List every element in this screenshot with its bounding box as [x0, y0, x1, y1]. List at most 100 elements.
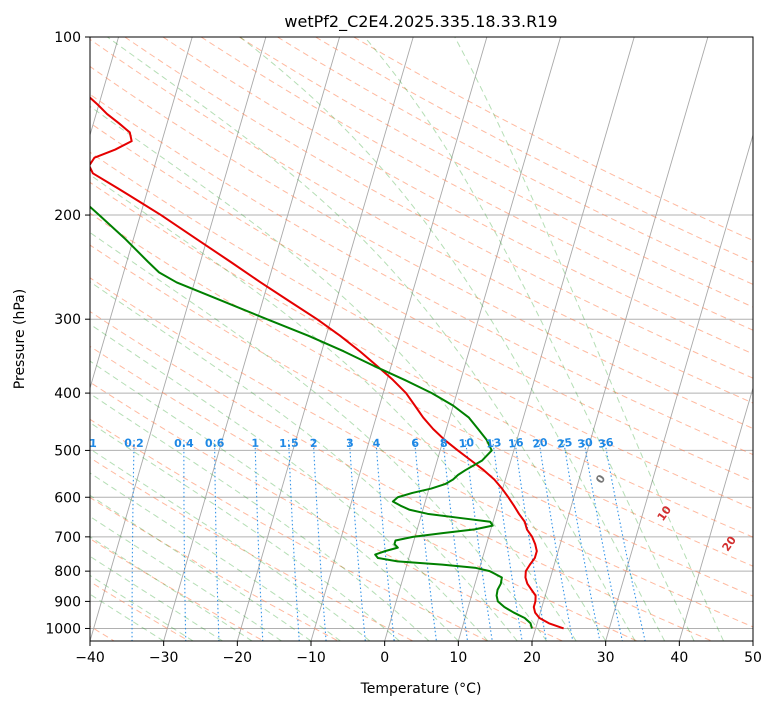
- x-tick-label: 30: [597, 650, 615, 666]
- y-tick-label: 700: [54, 530, 81, 546]
- dry-adiabat-line: [90, 122, 753, 482]
- mixing-ratio-label: 2: [310, 437, 318, 450]
- moist-adiabat-line: [90, 105, 607, 641]
- dry-adiabat-line: [90, 457, 414, 641]
- moist-adiabat-line: [90, 281, 518, 641]
- x-axis-ticks: −40 −30 −20 −10 0 10 20 30 40 50: [75, 641, 762, 666]
- x-tick-label: 20: [523, 650, 541, 666]
- mixing-ratio-label: 20: [532, 436, 549, 451]
- mixing-ratio-label: 30: [577, 436, 594, 451]
- mixing-ratio-line: [288, 439, 300, 641]
- mixing-ratio-label: 1.5: [279, 436, 299, 450]
- x-tick-label: 10: [449, 650, 467, 666]
- y-tick-label: 800: [54, 564, 81, 580]
- mixing-ratio-line: [131, 439, 135, 641]
- mixing-ratio-lines: [131, 439, 646, 641]
- isotherm-line: [236, 37, 414, 641]
- mixing-ratio-label: 6: [411, 437, 420, 451]
- moist-adiabat-line: [90, 360, 459, 641]
- x-tick-label: −30: [149, 650, 179, 666]
- y-tick-label: 100: [54, 30, 81, 46]
- x-tick-label: 0: [380, 650, 389, 666]
- moist-adiabat-line: [90, 555, 223, 641]
- mixing-ratio-line: [413, 439, 437, 641]
- mixing-ratio-line: [442, 439, 469, 641]
- dry-adiabat-line: [277, 37, 753, 285]
- dry-adiabat-line: [90, 244, 753, 597]
- mixing-ratio-line: [492, 439, 523, 641]
- dry-adiabat-line: [90, 381, 563, 641]
- mixing-ratio-line: [214, 439, 220, 641]
- moist-adiabat-line: [90, 422, 400, 641]
- mixing-ratio-line: [464, 439, 493, 641]
- mixing-ratio-label: 1: [251, 437, 259, 450]
- dewpoint-profile: [90, 205, 533, 629]
- mixing-ratio-label: 16: [507, 436, 524, 451]
- y-axis-title: Pressure (hPa): [12, 289, 28, 389]
- pressure-gridlines: [90, 37, 753, 629]
- x-tick-label: −10: [296, 650, 326, 666]
- x-tick-label: 40: [670, 650, 688, 666]
- moist-adiabat-lines: [90, 37, 724, 641]
- y-axis-ticks: 100 200 300 400 500 600 700 800 900 1000: [45, 30, 90, 637]
- moist-adiabat-line: [363, 37, 695, 641]
- dry-adiabat-line: [90, 93, 753, 456]
- dry-adiabat-line: [90, 38, 753, 404]
- isotherm-line: [678, 386, 753, 641]
- chart-title: wetPf2_C2E4.2025.335.18.33.R19: [284, 12, 557, 32]
- isotherm-lines: [90, 37, 753, 641]
- dry-adiabat-line: [90, 277, 753, 628]
- moist-adiabat-line: [90, 174, 577, 641]
- y-tick-label: 500: [54, 443, 81, 459]
- dry-adiabat-line: [90, 151, 753, 510]
- isotherm-line: [90, 37, 193, 390]
- moist-adiabat-line: [90, 574, 194, 641]
- mixing-ratio-label: 10: [458, 436, 475, 450]
- dry-adiabat-line: [353, 37, 753, 242]
- y-tick-label: 300: [54, 312, 81, 328]
- isotherm-line: [384, 37, 561, 641]
- moist-adiabat-line: [454, 37, 724, 641]
- mixing-ratio-label: 25: [556, 436, 573, 451]
- temperature-profile: [90, 96, 564, 630]
- mixing-ratio-label: 0.6: [205, 437, 225, 450]
- moist-adiabat-line: [90, 323, 489, 641]
- mixing-ratio-line: [254, 439, 264, 641]
- dry-adiabat-line: [162, 37, 753, 355]
- moist-adiabat-line: [90, 536, 253, 641]
- plot-area: 0.10.20.40.611.52346810131620253036-100-…: [77, 37, 753, 641]
- sounding-profiles: [90, 96, 564, 630]
- y-tick-label: 900: [54, 594, 81, 610]
- moist-adiabat-line: [90, 472, 341, 641]
- moist-adiabat-line: [106, 37, 636, 641]
- isotherm-line: [457, 37, 635, 641]
- mixing-ratio-line: [375, 439, 395, 641]
- dry-adiabat-line: [90, 345, 638, 641]
- x-axis-title: Temperature (°C): [360, 681, 482, 697]
- moist-adiabat-line: [90, 494, 312, 641]
- isotherm-line: [163, 37, 340, 641]
- isotherm-line: [531, 37, 709, 641]
- y-tick-label: 400: [54, 386, 81, 402]
- dry-adiabat-line: [90, 538, 264, 641]
- moist-adiabat-line: [90, 515, 282, 641]
- mixing-ratio-label: 0.1: [77, 437, 97, 451]
- mixing-ratio-label: 36: [597, 436, 614, 451]
- isotherm-line: [605, 133, 753, 641]
- y-tick-label: 600: [54, 490, 81, 506]
- dry-adiabat-line: [90, 65, 753, 430]
- mixing-ratio-line: [348, 439, 366, 641]
- mixing-ratio-label: 13: [485, 436, 502, 451]
- plot-frame: [89, 36, 754, 642]
- dry-adiabat-line: [124, 37, 753, 379]
- dry-adiabat-line: [90, 310, 712, 641]
- x-tick-label: −20: [223, 650, 253, 666]
- mixing-ratio-label: 4: [372, 437, 381, 450]
- mixing-ratio-label: 3: [346, 437, 354, 450]
- moist-adiabat-line: [239, 37, 666, 641]
- mixing-ratio-line: [183, 439, 187, 641]
- mixing-ratio-label: 0.4: [174, 437, 194, 450]
